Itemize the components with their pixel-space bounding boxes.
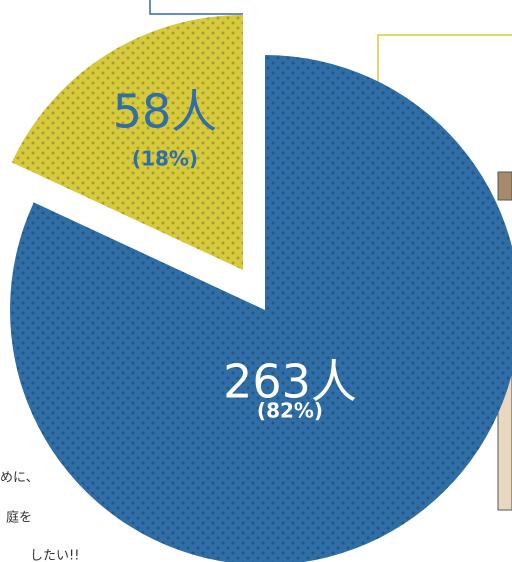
annotation: したい!!	[30, 549, 79, 562]
value-label: 58人	[113, 85, 218, 139]
percent-label: (18%)	[132, 147, 198, 171]
annotation: 庭を	[6, 510, 32, 526]
connector-line	[150, 0, 243, 14]
chart: 263人(82%)58人(18%) めに、 庭を したい!!	[0, 0, 512, 562]
percent-label: (82%)	[257, 399, 323, 423]
pie: 263人(82%)58人(18%)	[10, 15, 512, 562]
annotation: めに、	[0, 471, 39, 486]
connector-line	[378, 35, 512, 90]
illustration	[498, 172, 512, 200]
